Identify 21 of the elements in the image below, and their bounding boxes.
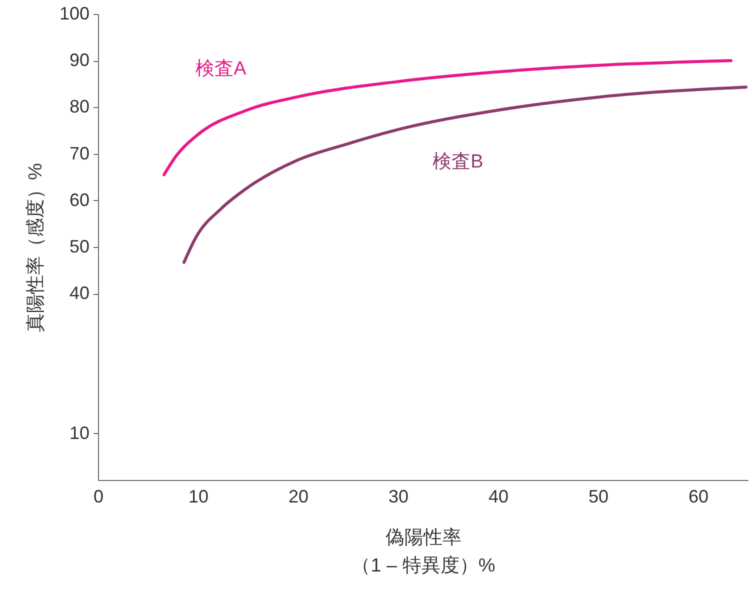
x-tick-label: 20 <box>288 486 309 506</box>
line-series <box>162 59 732 176</box>
y-tick-label: 10 <box>69 422 90 443</box>
x-axis-title: 偽陽性率（1 – 特異度）% <box>352 526 496 576</box>
y-tick-label: 70 <box>69 143 90 164</box>
x-tick-label: 30 <box>388 486 409 506</box>
x-tick-label: 0 <box>93 486 104 506</box>
series-label: 検査B <box>432 152 484 173</box>
series-label: 検査A <box>196 58 247 80</box>
y-tick-label: 100 <box>59 4 90 24</box>
y-tick-label: 60 <box>69 190 90 210</box>
x-tick-label: 10 <box>188 486 209 506</box>
y-axis-title: 真陽性率（感度）% <box>24 162 46 332</box>
y-tick-label: 40 <box>69 283 90 304</box>
line-series <box>182 86 748 264</box>
x-tick-label: 50 <box>588 486 609 506</box>
x-tick-label: 40 <box>488 486 509 506</box>
y-tick-label: 80 <box>69 96 90 117</box>
y-tick-label: 90 <box>69 50 90 70</box>
y-tick-label: 50 <box>69 236 90 256</box>
x-tick-label: 60 <box>688 486 709 506</box>
